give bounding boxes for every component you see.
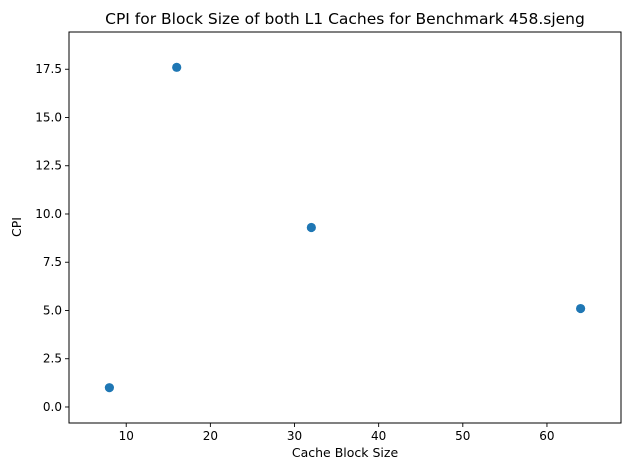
x-tick-label: 40 <box>371 429 386 443</box>
x-tick-label: 30 <box>287 429 302 443</box>
x-tick-label: 50 <box>455 429 470 443</box>
plot-area <box>68 31 622 424</box>
y-tick-label: 2.5 <box>43 352 62 366</box>
data-point <box>306 222 316 233</box>
data-point <box>576 303 586 314</box>
y-tick-label: 12.5 <box>35 159 62 173</box>
x-axis-label: Cache Block Size <box>292 445 399 460</box>
x-tick-label: 20 <box>203 429 218 443</box>
y-tick-label: 17.5 <box>35 62 62 76</box>
y-tick-label: 10.0 <box>35 207 62 221</box>
x-axis-ticks: 10 20 30 40 50 60 <box>119 423 555 443</box>
data-points <box>104 62 586 393</box>
y-tick-label: 0.0 <box>43 400 62 414</box>
data-point <box>104 383 114 393</box>
y-tick-label: 5.0 <box>43 303 62 317</box>
y-tick-label: 15.0 <box>35 110 62 124</box>
x-tick-label: 60 <box>539 429 554 443</box>
y-axis-label: CPI <box>9 217 24 237</box>
y-axis-ticks: 0.0 2.5 5.0 7.5 10.0 12.5 15.0 17.5 <box>35 62 69 414</box>
x-tick-label: 10 <box>119 429 134 443</box>
data-point <box>172 62 182 72</box>
y-tick-label: 7.5 <box>43 255 62 269</box>
chart-title: CPI for Block Size of both L1 Caches for… <box>105 10 585 28</box>
